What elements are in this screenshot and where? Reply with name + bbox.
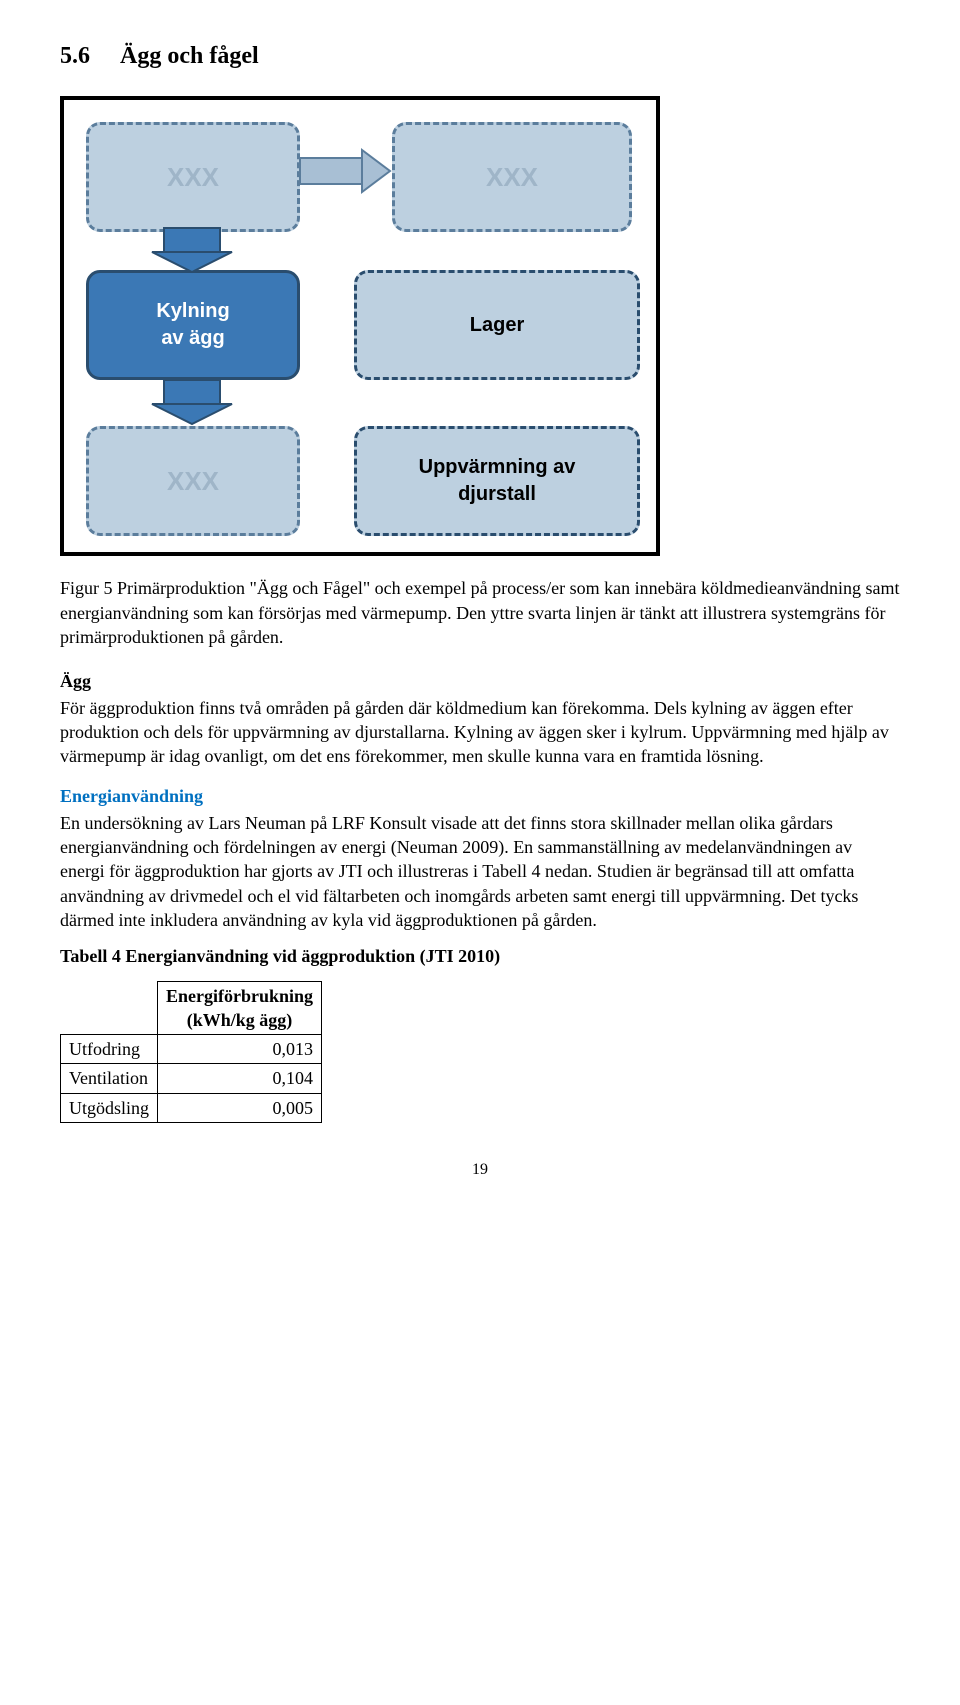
paragraph-agg: För äggproduktion finns två områden på g… bbox=[60, 696, 900, 769]
table-cell-value: 0,013 bbox=[158, 1035, 322, 1064]
box-label: XXX bbox=[167, 160, 219, 195]
box-kylning: Kylning av ägg bbox=[86, 270, 300, 380]
section-heading: 5.6 Ägg och fågel bbox=[60, 40, 900, 72]
table-row: Utfodring 0,013 bbox=[61, 1035, 322, 1064]
table-caption: Tabell 4 Energianvändning vid äggprodukt… bbox=[60, 944, 900, 968]
table-cell-label: Utfodring bbox=[61, 1035, 158, 1064]
box-label: Uppvärmning av djurstall bbox=[419, 454, 576, 508]
subheading-agg: Ägg bbox=[60, 669, 900, 693]
table-header-row: Energiförbrukning (kWh/kg ägg) bbox=[61, 981, 322, 1035]
section-number: 5.6 bbox=[60, 43, 90, 69]
box-uppvarmning: Uppvärmning av djurstall bbox=[354, 426, 640, 536]
process-diagram: XXX XXX Kylning av ägg Lager XXX Uppvärm… bbox=[60, 96, 660, 556]
table-row: Utgödsling 0,005 bbox=[61, 1093, 322, 1122]
subheading-energy: Energianvändning bbox=[60, 784, 900, 808]
table-header-energy: Energiförbrukning (kWh/kg ägg) bbox=[158, 981, 322, 1035]
table-cell-label: Utgödsling bbox=[61, 1093, 158, 1122]
box-label: Kylning av ägg bbox=[156, 298, 229, 352]
table-cell-label: Ventilation bbox=[61, 1064, 158, 1093]
section-title: Ägg och fågel bbox=[120, 43, 259, 69]
box-xxx-top-left: XXX bbox=[86, 122, 300, 232]
table-header-empty bbox=[61, 981, 158, 1035]
figure-caption: Figur 5 Primärproduktion "Ägg och Fågel"… bbox=[60, 576, 900, 649]
box-xxx-top-right: XXX bbox=[392, 122, 632, 232]
table-caption-text: Tabell 4 Energianvändning vid äggprodukt… bbox=[60, 946, 500, 966]
box-xxx-bottom: XXX bbox=[86, 426, 300, 536]
box-label: XXX bbox=[167, 464, 219, 499]
table-cell-value: 0,005 bbox=[158, 1093, 322, 1122]
paragraph-energy: En undersökning av Lars Neuman på LRF Ko… bbox=[60, 811, 900, 932]
table-row: Ventilation 0,104 bbox=[61, 1064, 322, 1093]
box-label: XXX bbox=[486, 160, 538, 195]
table-cell-value: 0,104 bbox=[158, 1064, 322, 1093]
box-label: Lager bbox=[470, 312, 524, 339]
page-number: 19 bbox=[60, 1159, 900, 1181]
box-lager: Lager bbox=[354, 270, 640, 380]
energy-table: Energiförbrukning (kWh/kg ägg) Utfodring… bbox=[60, 981, 322, 1123]
